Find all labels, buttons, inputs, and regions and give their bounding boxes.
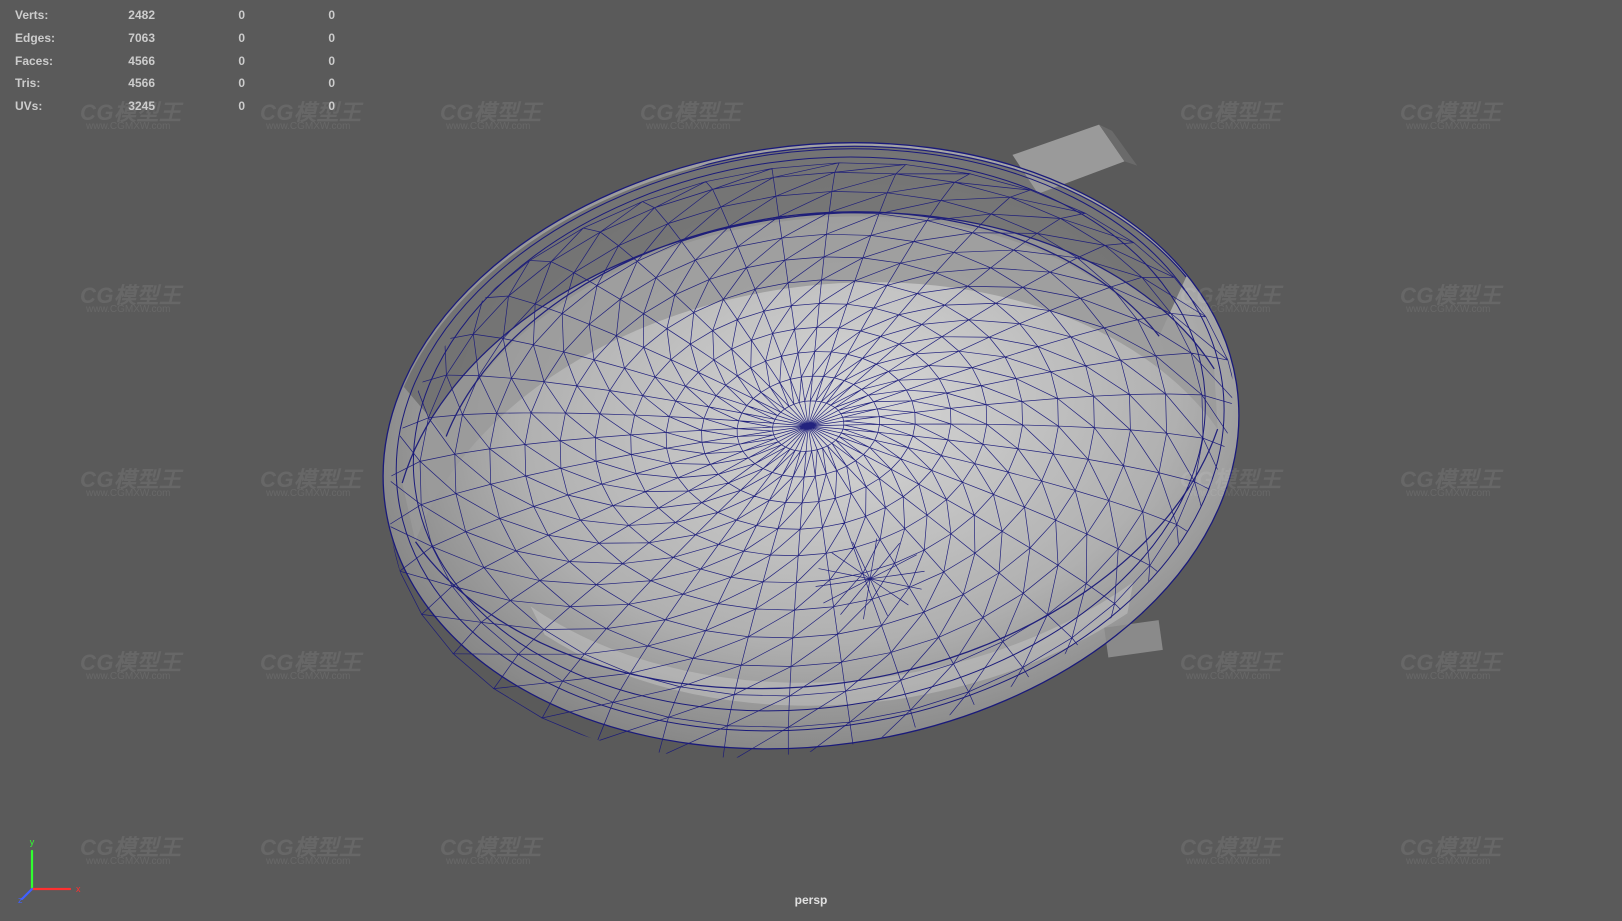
hud-label: Verts: xyxy=(15,4,65,27)
hud-value: 0 xyxy=(155,27,245,50)
hud-label: Faces: xyxy=(15,50,65,73)
hud-row-verts: Verts: 2482 0 0 xyxy=(15,4,335,27)
hud-value: 0 xyxy=(155,50,245,73)
hud-row-faces: Faces: 4566 0 0 xyxy=(15,50,335,73)
hud-value: 3245 xyxy=(65,95,155,118)
hud-value: 0 xyxy=(245,95,335,118)
hud-value: 0 xyxy=(245,4,335,27)
viewport-3d[interactable] xyxy=(0,0,1622,921)
hud-value: 0 xyxy=(155,4,245,27)
hud-value: 0 xyxy=(155,95,245,118)
camera-label: persp xyxy=(795,893,828,907)
hud-value: 7063 xyxy=(65,27,155,50)
hud-label: UVs: xyxy=(15,95,65,118)
hud-row-tris: Tris: 4566 0 0 xyxy=(15,72,335,95)
hud-value: 0 xyxy=(245,72,335,95)
poly-stats-hud: Verts: 2482 0 0 Edges: 7063 0 0 Faces: 4… xyxy=(15,4,335,118)
hud-row-edges: Edges: 7063 0 0 xyxy=(15,27,335,50)
hud-label: Edges: xyxy=(15,27,65,50)
wireframe-mesh[interactable] xyxy=(311,65,1311,825)
hud-value: 0 xyxy=(155,72,245,95)
hud-label: Tris: xyxy=(15,72,65,95)
hud-row-uvs: UVs: 3245 0 0 xyxy=(15,95,335,118)
hud-value: 4566 xyxy=(65,72,155,95)
hud-value: 4566 xyxy=(65,50,155,73)
hud-value: 0 xyxy=(245,50,335,73)
hud-value: 0 xyxy=(245,27,335,50)
hud-value: 2482 xyxy=(65,4,155,27)
